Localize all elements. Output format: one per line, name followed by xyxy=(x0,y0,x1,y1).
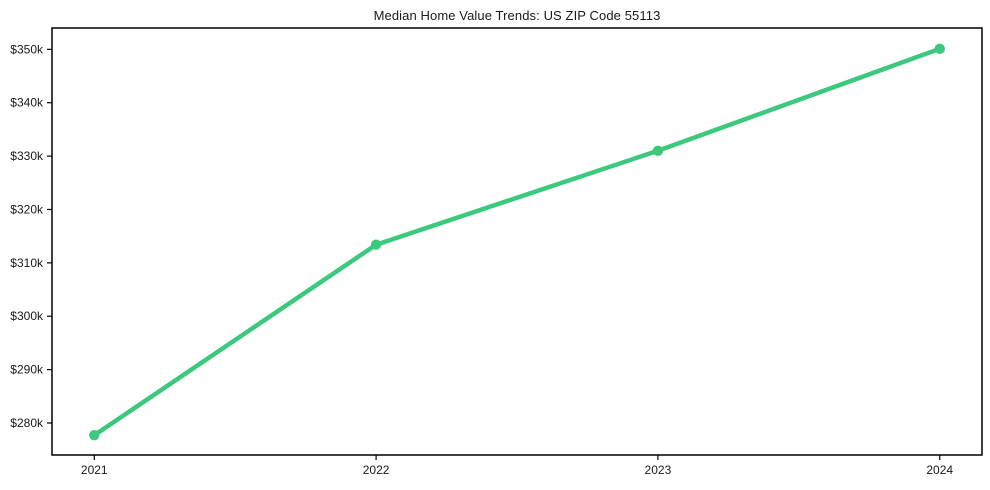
y-tick-label: $290k xyxy=(10,363,44,377)
data-point-2022 xyxy=(370,239,382,250)
x-tick-label: 2023 xyxy=(645,463,672,477)
data-point-2023 xyxy=(652,145,664,156)
x-tick-label: 2024 xyxy=(926,463,953,477)
y-tick-label: $350k xyxy=(10,42,44,56)
y-tick-label: $330k xyxy=(10,149,44,163)
y-tick-label: $340k xyxy=(10,96,44,110)
x-tick-label: 2021 xyxy=(81,463,108,477)
chart-title: Median Home Value Trends: US ZIP Code 55… xyxy=(373,8,661,23)
y-tick-label: $310k xyxy=(10,256,44,270)
data-point-2021 xyxy=(89,430,100,441)
y-tick-label: $300k xyxy=(10,309,44,323)
data-point-2024 xyxy=(934,43,945,55)
trend-line xyxy=(92,46,942,438)
y-tick-label: $280k xyxy=(10,416,44,430)
plot-border xyxy=(51,27,983,456)
x-tick-label: 2022 xyxy=(363,463,390,477)
y-tick-label: $320k xyxy=(10,202,44,216)
